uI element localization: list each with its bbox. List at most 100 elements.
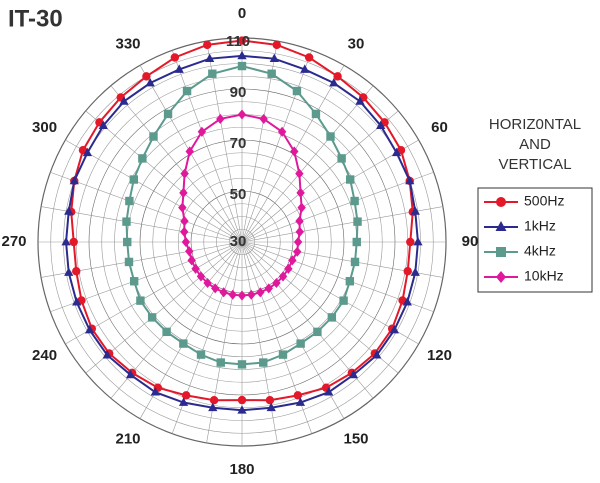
marker [346, 175, 355, 184]
marker [237, 36, 247, 45]
marker [187, 255, 196, 266]
marker [64, 267, 74, 276]
marker [350, 257, 360, 267]
marker [326, 132, 335, 141]
marker [196, 350, 206, 359]
marker [196, 271, 206, 282]
marker [345, 277, 355, 286]
marker [136, 296, 145, 305]
legend-label: 1kHz [524, 218, 556, 234]
marker [496, 247, 506, 257]
marker [98, 120, 108, 129]
angle-label: 210 [115, 430, 140, 447]
marker [272, 277, 281, 289]
marker [295, 397, 306, 406]
r-tick-label: 30 [230, 233, 247, 250]
marker [311, 109, 321, 119]
marker [178, 202, 187, 213]
marker [178, 397, 189, 406]
r-tick-label: 90 [230, 84, 247, 101]
marker [284, 263, 293, 274]
marker [348, 369, 359, 379]
marker [174, 64, 184, 73]
angle-label: 120 [427, 347, 452, 364]
marker [403, 267, 412, 276]
marker [182, 86, 192, 96]
marker [149, 132, 158, 141]
marker [293, 391, 303, 400]
marker [333, 72, 342, 81]
angle-label: 0 [238, 5, 246, 22]
marker [180, 226, 189, 237]
marker [296, 187, 305, 198]
marker [125, 369, 136, 379]
marker [208, 69, 217, 78]
legend-label: 500Hz [524, 193, 564, 209]
marker [293, 236, 303, 248]
marker [304, 53, 314, 62]
marker [203, 277, 212, 289]
legend-label: 4kHz [524, 243, 556, 259]
marker [228, 289, 237, 300]
marker [389, 324, 399, 334]
marker [313, 327, 322, 337]
marker [185, 146, 194, 157]
marker [267, 69, 276, 78]
marker [211, 283, 220, 294]
marker [352, 237, 361, 247]
marker [324, 387, 334, 396]
spoke [110, 85, 243, 243]
marker [495, 221, 507, 231]
angle-label: 150 [343, 430, 368, 447]
marker [179, 339, 188, 348]
marker [129, 175, 138, 184]
marker [208, 402, 218, 412]
marker [247, 289, 256, 300]
marker [297, 202, 306, 213]
marker [61, 236, 71, 246]
angle-label: 330 [115, 36, 140, 53]
marker [337, 154, 346, 163]
marker [170, 53, 180, 62]
marker [259, 113, 268, 124]
legend-title: AND [519, 136, 551, 153]
r-tick-label: 50 [230, 186, 247, 203]
angle-label: 90 [462, 233, 479, 250]
marker [237, 360, 247, 369]
marker [69, 237, 78, 247]
marker [237, 405, 247, 414]
r-tick-label: 110 [226, 33, 250, 50]
marker [123, 237, 132, 247]
marker [181, 236, 191, 248]
marker [288, 255, 297, 266]
marker [327, 313, 337, 322]
marker [295, 216, 304, 227]
marker [191, 263, 200, 274]
marker [295, 226, 304, 237]
marker [410, 206, 420, 215]
marker [339, 296, 348, 305]
marker [391, 147, 402, 157]
marker [402, 297, 412, 306]
marker [205, 53, 215, 63]
legend-label: 10kHz [524, 268, 564, 284]
marker [372, 350, 382, 359]
marker [102, 350, 112, 359]
legend-title: VERTICAL [498, 156, 571, 173]
marker [269, 53, 279, 63]
marker [64, 206, 74, 215]
spoke [241, 110, 399, 243]
marker [296, 339, 305, 348]
angle-label: 300 [32, 119, 57, 136]
spoke [241, 85, 374, 243]
marker [82, 147, 93, 157]
marker [150, 387, 160, 396]
marker [145, 77, 155, 87]
marker [295, 168, 304, 179]
marker [85, 324, 95, 334]
marker [290, 146, 299, 157]
marker [265, 396, 275, 405]
marker [180, 168, 189, 179]
